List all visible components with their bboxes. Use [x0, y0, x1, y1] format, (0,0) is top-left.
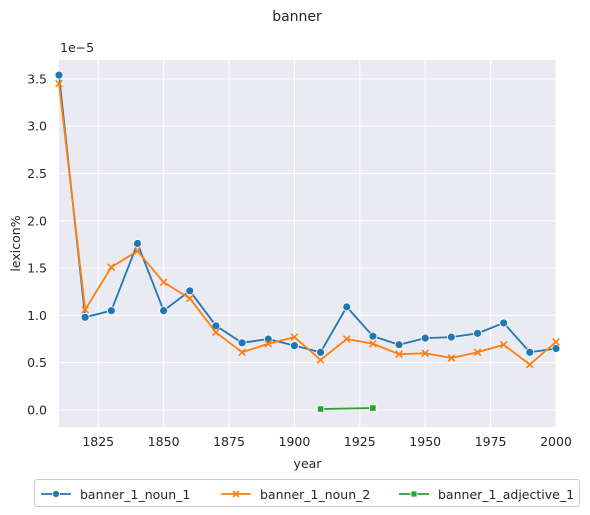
legend-swatch-adjective-1	[399, 490, 429, 498]
data-point	[552, 338, 560, 346]
data-point	[316, 405, 325, 413]
data-point	[499, 340, 508, 349]
data-point	[525, 347, 535, 357]
x-tick-label: 1825	[82, 434, 114, 449]
data-point	[212, 328, 220, 337]
data-point	[420, 333, 430, 343]
y-axis-offset-label: 1e−5	[60, 40, 94, 55]
y-tick-label: 0.5	[27, 355, 47, 370]
data-point	[342, 302, 352, 312]
y-tick-label: 0.0	[27, 402, 47, 417]
x-tick-label: 1950	[409, 434, 441, 449]
data-point	[55, 79, 63, 88]
data-point	[185, 294, 194, 303]
y-axis-ticks: 0.0 0.5 1.0 1.5 2.0 2.5 3.0 3.5	[27, 71, 47, 417]
data-point	[551, 344, 561, 353]
y-tick-label: 2.5	[27, 166, 47, 181]
series-line	[58, 83, 557, 366]
data-point	[238, 348, 246, 357]
data-point	[106, 306, 116, 316]
legend-item-adjective-1: banner_1_adjective_1	[399, 480, 574, 508]
data-point	[159, 306, 169, 316]
legend: banner_1_noun_1 banner_1_noun_2 banner_1…	[34, 479, 580, 507]
legend-label-adjective-1: banner_1_adjective_1	[438, 486, 575, 502]
data-point	[316, 347, 325, 357]
data-point	[159, 278, 168, 287]
legend-label-noun-2: banner_1_noun_2	[260, 486, 371, 502]
series-banner_1_noun_2	[55, 79, 560, 369]
legend-label-noun-1: banner_1_noun_1	[80, 486, 191, 502]
legend-item-noun-2: banner_1_noun_2	[221, 480, 370, 508]
x-tick-label: 1875	[213, 434, 245, 449]
data-point	[499, 318, 509, 328]
data-point	[395, 350, 403, 359]
data-point	[316, 355, 325, 364]
legend-item-noun-1: banner_1_noun_1	[41, 480, 190, 508]
y-tick-label: 3.0	[27, 119, 47, 134]
data-point	[133, 247, 142, 255]
data-point	[369, 404, 377, 412]
x-tick-label: 1900	[279, 434, 311, 449]
data-point	[473, 348, 482, 357]
data-point	[290, 341, 299, 351]
data-point	[133, 239, 142, 248]
series-banner_1_adjective_1	[316, 404, 377, 413]
series-layer	[54, 70, 561, 413]
grid-lines	[59, 60, 557, 427]
x-tick-label: 1925	[344, 434, 376, 449]
data-point	[525, 360, 534, 369]
data-point	[342, 335, 351, 343]
y-axis-label: lexicon%	[8, 215, 23, 271]
x-tick-label: 1850	[148, 434, 180, 449]
x-tick-label: 1975	[475, 434, 507, 449]
y-tick-label: 1.0	[27, 308, 47, 323]
data-point	[81, 305, 90, 314]
x-axis-ticks: 1825 1850 1875 1900 1925 1950 1975 2000	[82, 434, 572, 449]
chart-title: banner	[272, 9, 322, 25]
data-point	[369, 339, 377, 348]
y-tick-label: 2.0	[27, 213, 47, 228]
data-point	[107, 263, 116, 272]
legend-swatch-noun-1	[41, 490, 71, 498]
data-point	[54, 70, 64, 80]
data-point	[237, 338, 247, 348]
data-point	[473, 328, 482, 338]
data-point	[290, 333, 299, 342]
data-point	[80, 312, 90, 322]
x-axis-label: year	[294, 456, 323, 471]
data-point	[446, 332, 456, 342]
data-point	[368, 331, 378, 341]
data-point	[447, 354, 456, 362]
data-point	[394, 340, 404, 350]
x-tick-label: 2000	[540, 434, 572, 449]
y-tick-label: 1.5	[27, 261, 47, 276]
data-point	[421, 349, 430, 358]
series-line	[320, 407, 373, 410]
data-point	[185, 286, 195, 296]
data-point	[264, 339, 273, 348]
y-tick-label: 3.5	[27, 71, 47, 86]
legend-swatch-noun-2	[221, 490, 251, 498]
